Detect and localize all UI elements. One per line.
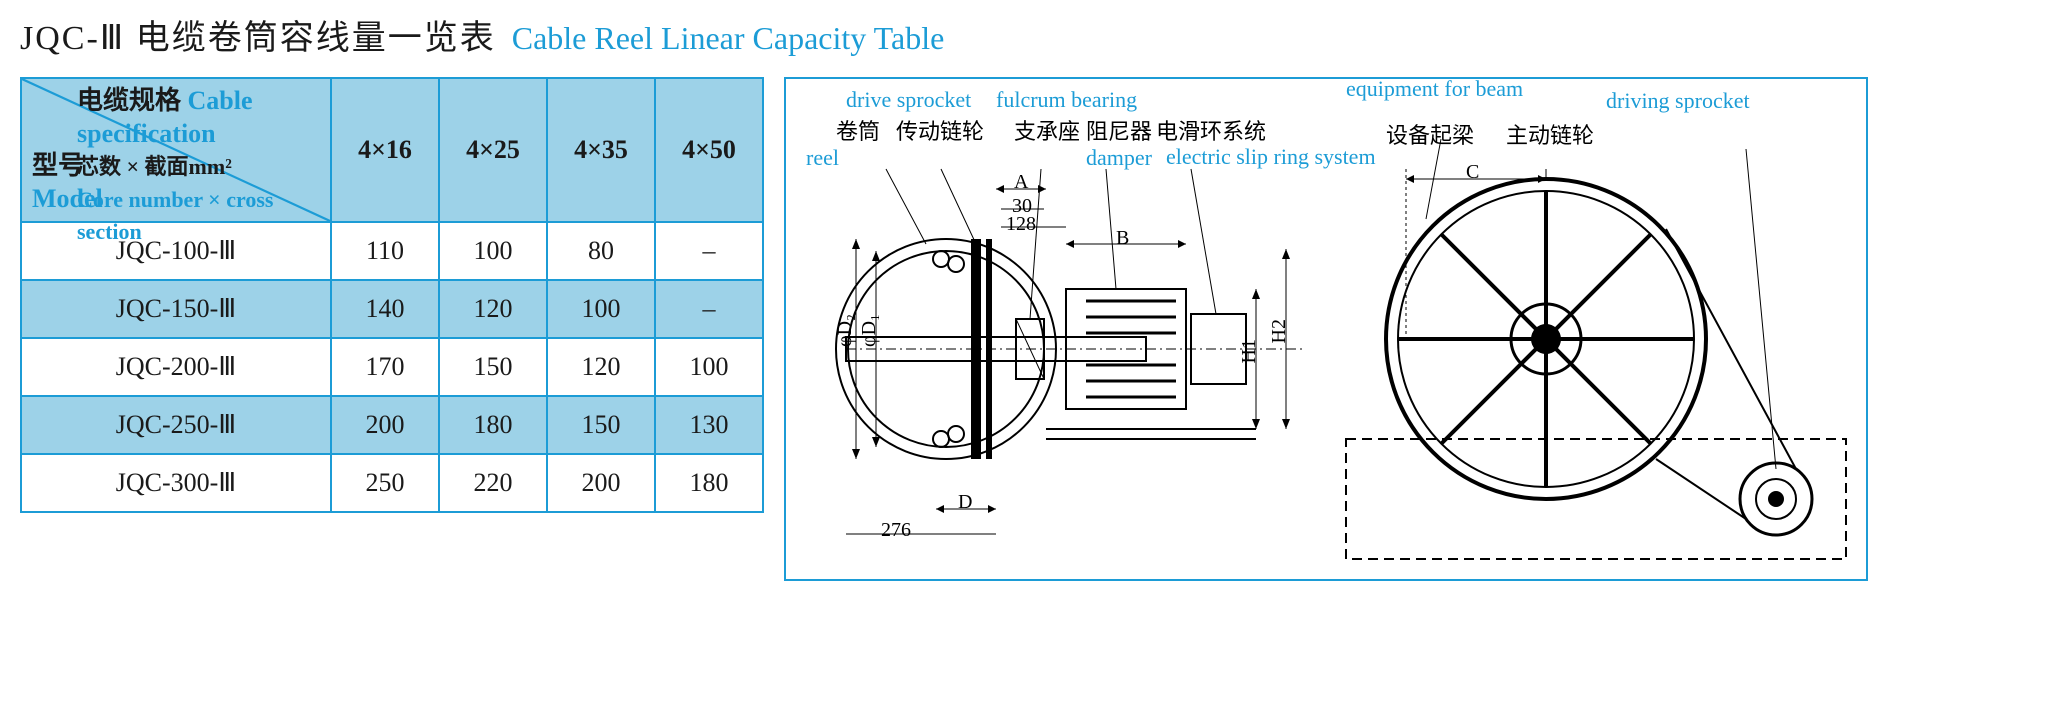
dim-D: D	[958, 491, 972, 514]
value-cell: 100	[439, 222, 547, 280]
value-cell: 200	[547, 454, 655, 512]
lbl-fulcrum-cn: 支承座	[1014, 119, 1080, 144]
page-title: JQC-Ⅲ 电缆卷筒容线量一览表 Cable Reel Linear Capac…	[20, 10, 2032, 59]
model-cell: JQC-200-Ⅲ	[21, 338, 331, 396]
lbl-slip-cn: 电滑环系统	[1156, 119, 1266, 144]
header-diagonal: 电缆规格 Cable specification 芯数 × 截面mm² Core…	[21, 78, 331, 222]
lbl-drv-spk-cn: 主动链轮	[1506, 123, 1594, 148]
lbl-drive-sprocket-en: drive sprocket	[846, 87, 971, 112]
value-cell: 150	[439, 338, 547, 396]
value-cell: 120	[547, 338, 655, 396]
value-cell: 120	[439, 280, 547, 338]
col-header: 4×16	[331, 78, 439, 222]
table-row: JQC-250-Ⅲ 200 180 150 130	[21, 396, 763, 454]
dim-phiD2: φD₂	[834, 314, 857, 347]
model-cell: JQC-300-Ⅲ	[21, 454, 331, 512]
header-spec-cn: 电缆规格	[77, 86, 181, 115]
value-cell: 150	[547, 396, 655, 454]
lbl-damper-en: damper	[1086, 145, 1152, 170]
value-cell: 110	[331, 222, 439, 280]
col-header: 4×35	[547, 78, 655, 222]
value-cell: –	[655, 280, 763, 338]
title-en: Cable Reel Linear Capacity Table	[512, 20, 945, 57]
lbl-reel-cn: 卷筒	[836, 119, 880, 144]
title-cn: JQC-Ⅲ 电缆卷筒容线量一览表	[20, 10, 496, 59]
col-header: 4×25	[439, 78, 547, 222]
table-row: JQC-150-Ⅲ 140 120 100 –	[21, 280, 763, 338]
value-cell: –	[655, 222, 763, 280]
dim-phiD1: φD₁	[858, 314, 881, 347]
value-cell: 140	[331, 280, 439, 338]
dim-A: A	[1014, 171, 1028, 194]
table-row: JQC-200-Ⅲ 170 150 120 100	[21, 338, 763, 396]
dim-128: 128	[1006, 213, 1036, 236]
dim-H2: H2	[1268, 319, 1291, 343]
value-cell: 220	[439, 454, 547, 512]
lbl-drv-spk-en: driving sprocket	[1606, 89, 1750, 113]
col-header: 4×50	[655, 78, 763, 222]
table-row: JQC-300-Ⅲ 250 220 200 180	[21, 454, 763, 512]
value-cell: 100	[547, 280, 655, 338]
lbl-fulcrum-en: fulcrum bearing	[996, 87, 1137, 112]
header-model-cn: 型号	[32, 151, 84, 180]
value-cell: 180	[655, 454, 763, 512]
value-cell: 250	[331, 454, 439, 512]
value-cell: 170	[331, 338, 439, 396]
model-cell: JQC-150-Ⅲ	[21, 280, 331, 338]
lbl-damper-cn: 阻尼器	[1086, 119, 1152, 144]
dim-H1: H1	[1238, 339, 1261, 363]
value-cell: 80	[547, 222, 655, 280]
value-cell: 100	[655, 338, 763, 396]
lbl-reel-en: reel	[806, 145, 839, 170]
lbl-equip-cn: 设备起梁	[1386, 123, 1474, 148]
value-cell: 200	[331, 396, 439, 454]
value-cell: 130	[655, 396, 763, 454]
lbl-slip-en: electric slip ring system	[1166, 145, 1376, 169]
value-cell: 180	[439, 396, 547, 454]
header-core-en: Core number × cross section	[77, 187, 273, 245]
model-cell: JQC-250-Ⅲ	[21, 396, 331, 454]
lbl-drive-sprocket-cn: 传动链轮	[896, 119, 984, 144]
engineering-diagram: drive sprocket fulcrum bearing 卷筒 传动链轮 支…	[784, 77, 1868, 581]
dim-276: 276	[881, 519, 911, 542]
lbl-equip-en: equipment for beam	[1346, 77, 1523, 101]
capacity-table: 电缆规格 Cable specification 芯数 × 截面mm² Core…	[20, 77, 764, 513]
dim-C: C	[1466, 161, 1479, 184]
header-model-en: Model	[32, 184, 103, 213]
dim-B: B	[1116, 227, 1129, 250]
